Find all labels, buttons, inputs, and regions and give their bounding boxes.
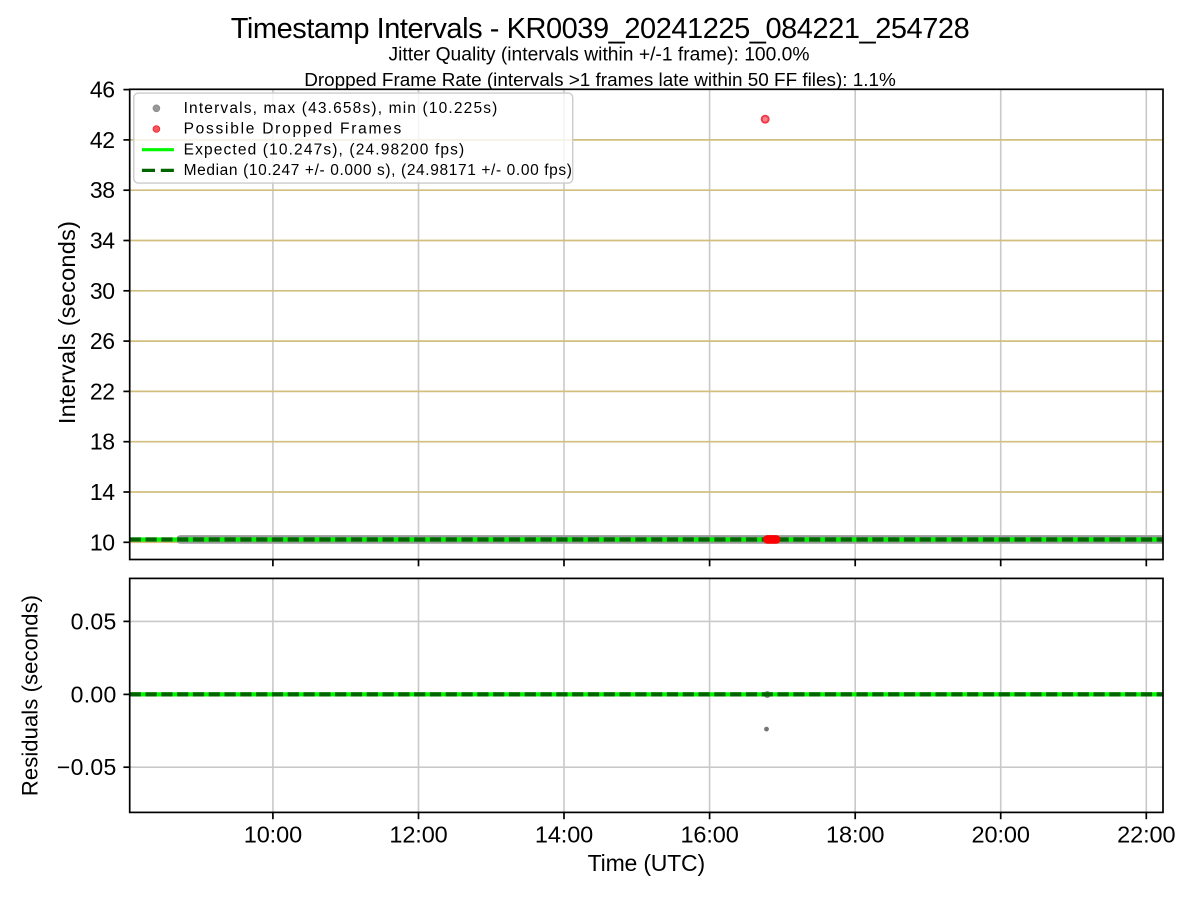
svg-text:10:00: 10:00 <box>244 822 302 848</box>
svg-text:Expected (10.247s), (24.98200: Expected (10.247s), (24.98200 fps) <box>184 141 466 158</box>
svg-text:0.00: 0.00 <box>71 681 117 707</box>
svg-text:−0.05: −0.05 <box>57 754 117 780</box>
svg-text:Intervals, max (43.658s), min: Intervals, max (43.658s), min (10.225s) <box>184 100 499 117</box>
svg-text:0.05: 0.05 <box>71 608 117 634</box>
svg-text:22: 22 <box>90 378 115 404</box>
svg-text:18:00: 18:00 <box>826 822 884 848</box>
svg-text:34: 34 <box>90 228 115 254</box>
svg-text:Time (UTC): Time (UTC) <box>588 850 705 876</box>
svg-text:26: 26 <box>90 328 115 354</box>
svg-text:30: 30 <box>90 278 115 304</box>
svg-text:Residuals (seconds): Residuals (seconds) <box>18 595 43 796</box>
svg-text:18: 18 <box>90 429 115 455</box>
svg-text:42: 42 <box>90 127 115 153</box>
svg-text:46: 46 <box>90 77 115 103</box>
svg-text:10: 10 <box>90 529 115 555</box>
svg-text:14:00: 14:00 <box>535 822 593 848</box>
svg-text:Median (10.247 +/- 0.000 s), (: Median (10.247 +/- 0.000 s), (24.98171 +… <box>184 162 573 179</box>
svg-text:12:00: 12:00 <box>389 822 447 848</box>
svg-text:14: 14 <box>90 479 115 505</box>
svg-text:16:00: 16:00 <box>680 822 738 848</box>
svg-text:Intervals (seconds): Intervals (seconds) <box>54 221 80 424</box>
svg-text:Jitter Quality (intervals with: Jitter Quality (intervals within +/-1 fr… <box>389 45 810 66</box>
svg-text:38: 38 <box>90 177 115 203</box>
svg-text:Dropped Frame Rate (intervals: Dropped Frame Rate (intervals >1 frames … <box>304 70 896 91</box>
svg-text:22:00: 22:00 <box>1117 822 1175 848</box>
svg-text:20:00: 20:00 <box>972 822 1030 848</box>
svg-text:Possible Dropped Frames: Possible Dropped Frames <box>184 121 403 138</box>
svg-text:Timestamp Intervals - KR0039_2: Timestamp Intervals - KR0039_20241225_08… <box>231 13 970 45</box>
